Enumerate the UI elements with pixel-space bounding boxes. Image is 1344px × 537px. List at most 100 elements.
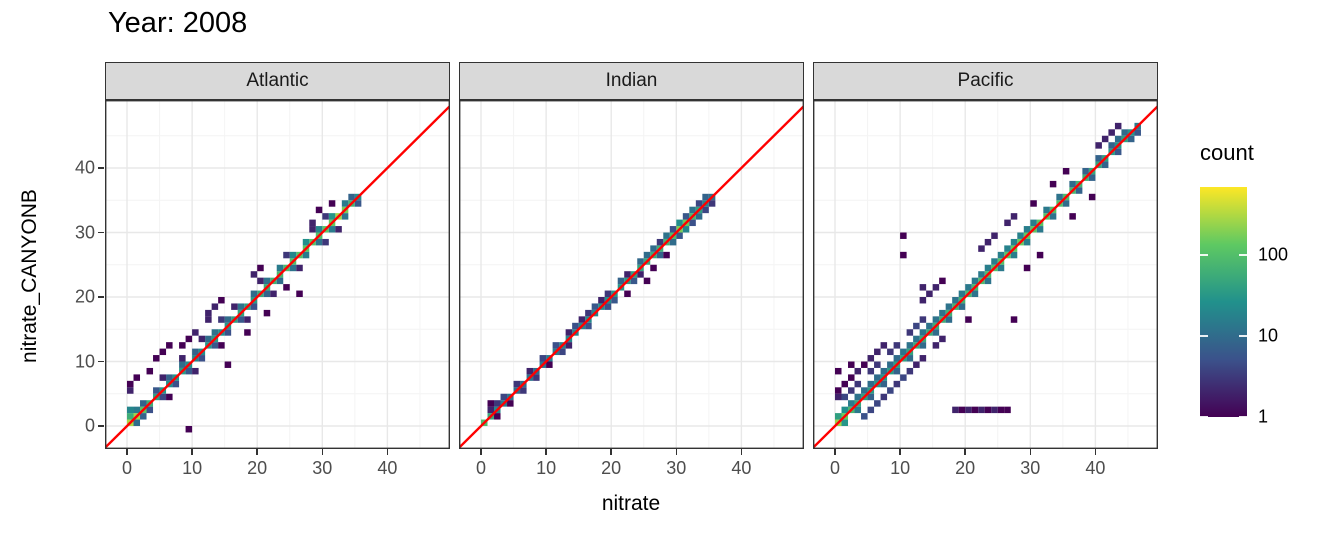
facet-strip-label: Pacific	[957, 70, 1014, 91]
count-bin	[185, 367, 193, 375]
x-tick-mark	[1029, 449, 1032, 455]
count-bin	[1069, 180, 1076, 188]
count-bin	[663, 251, 670, 259]
count-bin	[906, 342, 914, 349]
count-bin	[328, 226, 336, 233]
count-bin	[867, 355, 875, 362]
count-bin	[965, 406, 972, 414]
count-bin	[708, 200, 716, 207]
count-bin	[991, 232, 998, 239]
count-bin	[984, 406, 992, 414]
count-bin	[1101, 135, 1109, 143]
count-bin	[487, 400, 495, 407]
legend-title: count	[1200, 140, 1254, 165]
x-tick-label: 20	[601, 458, 622, 478]
count-bin	[848, 387, 855, 394]
count-bin	[1114, 135, 1122, 143]
count-bin	[146, 367, 154, 375]
count-bin	[893, 380, 901, 388]
count-bin	[835, 367, 842, 375]
count-bin	[841, 419, 849, 426]
y-axis-title: nitrate_CANYONB	[18, 189, 41, 363]
x-tick-mark	[610, 449, 612, 455]
count-bin	[945, 303, 953, 310]
count-bin	[900, 232, 907, 239]
count-bin	[159, 348, 167, 356]
count-bin	[604, 303, 612, 310]
x-tick-mark	[834, 449, 836, 455]
legend-tick-mark	[1200, 254, 1208, 257]
count-bin	[211, 342, 219, 349]
count-bin	[965, 284, 972, 291]
count-bin	[218, 342, 225, 349]
count-bin	[669, 226, 677, 233]
y-tick-label: 40	[74, 157, 95, 178]
count-bin	[887, 348, 894, 356]
count-bin	[322, 238, 329, 246]
count-bin	[153, 355, 160, 362]
x-tick-mark	[126, 449, 128, 455]
count-bin	[945, 316, 953, 323]
count-bin	[198, 335, 206, 343]
count-bin	[218, 316, 225, 323]
count-bin	[906, 329, 914, 336]
count-bin	[539, 355, 547, 362]
count-bin	[172, 380, 180, 388]
count-bin	[689, 206, 696, 214]
y-tick-mark	[98, 360, 104, 363]
count-bin	[250, 303, 258, 310]
count-bin	[854, 367, 862, 375]
count-bin	[1114, 122, 1122, 130]
panel-border	[813, 100, 1158, 449]
count-bin	[133, 419, 141, 426]
count-bin	[487, 406, 495, 414]
count-bin	[127, 380, 134, 388]
count-bin	[893, 367, 901, 375]
count-bin	[591, 303, 599, 310]
count-bin	[494, 400, 501, 407]
count-bin	[296, 290, 303, 297]
x-tick-label: 40	[377, 458, 398, 478]
count-bin	[887, 361, 894, 368]
facet-strip-pacific: Pacific	[813, 62, 1158, 100]
count-bin	[354, 200, 362, 207]
facet-strip-indian: Indian	[459, 62, 804, 100]
count-bin	[315, 226, 323, 233]
count-bin	[140, 400, 147, 407]
count-bin	[854, 380, 862, 388]
count-bin	[159, 393, 167, 401]
count-bin	[348, 193, 355, 201]
count-bin	[848, 400, 855, 407]
count-bin	[926, 322, 933, 330]
count-bin	[270, 290, 277, 297]
x-tick-label: 40	[731, 458, 752, 478]
count-bin	[179, 355, 186, 362]
x-tick-mark	[899, 449, 901, 455]
count-bin	[211, 303, 219, 310]
y-tick-label: 30	[74, 222, 95, 242]
x-tick-label: 10	[182, 458, 203, 478]
count-bin	[971, 277, 979, 285]
count-bin	[166, 393, 173, 401]
count-bin	[289, 264, 297, 272]
x-tick-mark	[256, 449, 258, 455]
count-bin	[932, 342, 940, 349]
facet-panel-pacific	[813, 100, 1158, 449]
count-bin	[650, 245, 657, 252]
count-bin	[302, 251, 310, 259]
count-bin	[604, 290, 612, 297]
count-bin	[1121, 129, 1128, 136]
count-bin	[494, 413, 501, 420]
count-bin	[237, 316, 245, 323]
facet-panel-atlantic	[105, 100, 450, 449]
count-bin	[205, 316, 212, 323]
count-bin	[919, 342, 927, 349]
count-bin	[643, 251, 651, 259]
count-bin	[565, 342, 573, 349]
legend-tick-mark	[1239, 416, 1247, 418]
count-bin	[159, 374, 167, 381]
count-bin	[231, 303, 238, 310]
count-bin	[637, 258, 644, 265]
count-bin	[289, 251, 297, 259]
count-bin	[906, 355, 914, 362]
